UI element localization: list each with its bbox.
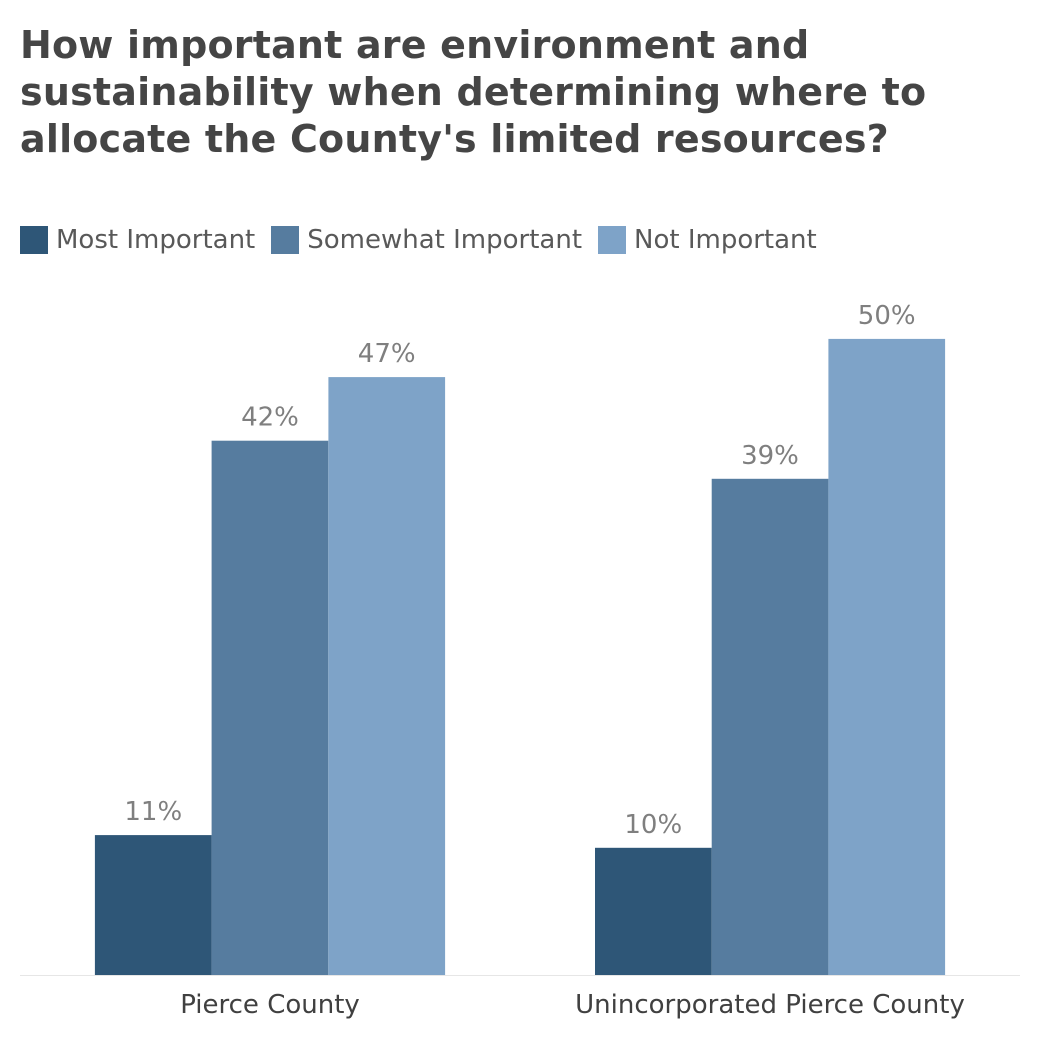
bar-somewhat-important-unincorporated-pierce-county[interactable] (711, 478, 829, 975)
category-label-pierce-county: Pierce County (180, 990, 360, 1020)
bar-most-important-unincorporated-pierce-county[interactable] (595, 847, 712, 975)
legend-item-most-important[interactable]: Most Important (20, 225, 255, 255)
data-label-somewhat-important-pierce-county: 42% (241, 403, 299, 433)
bar-not-important-pierce-county[interactable] (328, 377, 446, 976)
bar-most-important-pierce-county[interactable] (94, 835, 212, 975)
legend-item-somewhat-important[interactable]: Somewhat Important (271, 225, 582, 255)
bar-somewhat-important-pierce-county[interactable] (211, 440, 329, 975)
bar-not-important-unincorporated-pierce-county[interactable] (828, 338, 946, 975)
legend-swatch-most-important (20, 226, 48, 254)
data-label-most-important-pierce-county: 11% (124, 797, 182, 827)
data-label-not-important-unincorporated-pierce-county: 50% (858, 301, 916, 331)
data-label-not-important-pierce-county: 47% (358, 339, 416, 369)
legend-swatch-not-important (598, 226, 627, 254)
legend-label-most-important: Most Important (56, 225, 256, 255)
category-label-unincorporated-pierce-county: Unincorporated Pierce County (575, 990, 965, 1020)
legend-swatch-somewhat-important (271, 226, 300, 254)
data-label-most-important-unincorporated-pierce-county: 10% (624, 810, 682, 840)
data-label-somewhat-important-unincorporated-pierce-county: 39% (741, 441, 799, 471)
legend-label-somewhat-important: Somewhat Important (307, 225, 583, 255)
legend: Most Important Somewhat Important Not Im… (20, 222, 833, 258)
chart-title: How important are environment and sustai… (20, 23, 927, 161)
legend-label-not-important: Not Important (634, 225, 817, 255)
legend-item-not-important[interactable]: Not Important (598, 225, 817, 255)
